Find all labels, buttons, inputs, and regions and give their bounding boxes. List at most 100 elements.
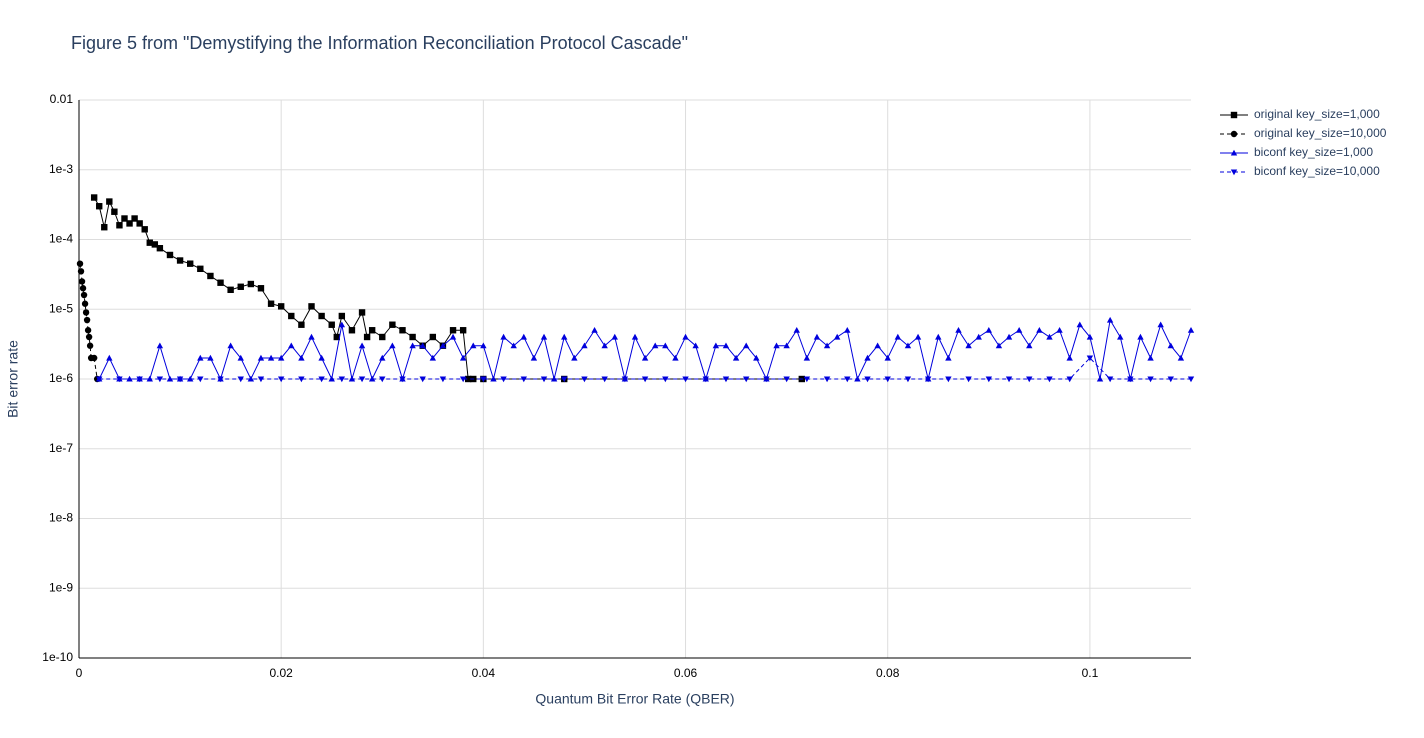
chart-title: Figure 5 from "Demystifying the Informat…: [71, 33, 688, 53]
marker: [86, 342, 94, 349]
marker: [803, 354, 811, 361]
marker: [277, 376, 285, 383]
marker: [1230, 169, 1238, 176]
marker: [571, 354, 578, 361]
marker: [288, 312, 295, 320]
marker: [823, 376, 831, 383]
marker: [379, 333, 386, 341]
marker: [1147, 354, 1154, 361]
marker: [904, 376, 912, 383]
marker: [116, 376, 123, 383]
marker: [348, 327, 356, 334]
marker: [1230, 149, 1238, 156]
marker: [500, 333, 507, 340]
marker: [722, 376, 730, 383]
marker: [111, 208, 118, 215]
marker: [833, 333, 841, 340]
marker: [78, 278, 86, 285]
marker: [126, 220, 133, 227]
marker: [1005, 376, 1013, 383]
marker: [520, 376, 527, 383]
y-axis-title: Bit error rate: [5, 340, 21, 418]
marker: [439, 376, 447, 383]
x-tick-label: 0: [76, 666, 83, 680]
marker: [308, 333, 315, 340]
marker: [773, 342, 780, 349]
marker: [338, 321, 346, 328]
marker: [379, 354, 386, 361]
marker: [1005, 333, 1013, 340]
marker: [1036, 327, 1043, 333]
marker: [136, 376, 143, 383]
marker: [217, 376, 224, 383]
marker: [500, 376, 507, 383]
marker: [247, 375, 255, 382]
marker: [1096, 375, 1104, 382]
marker: [237, 283, 244, 290]
marker: [955, 327, 962, 333]
marker: [338, 376, 346, 383]
marker: [692, 342, 699, 349]
marker: [985, 327, 993, 333]
marker: [217, 279, 224, 286]
marker: [1167, 342, 1174, 349]
marker: [480, 376, 487, 383]
series-line: [99, 357, 1191, 380]
marker: [1167, 376, 1174, 383]
y-tick-label: 1e-5: [49, 301, 73, 315]
marker: [884, 376, 891, 383]
marker: [82, 309, 90, 316]
marker: [131, 215, 138, 222]
marker: [257, 354, 265, 361]
marker: [1015, 327, 1023, 333]
marker: [1157, 321, 1164, 328]
marker: [712, 342, 720, 349]
marker: [581, 376, 588, 383]
marker: [298, 321, 305, 328]
marker: [267, 354, 275, 361]
marker: [368, 375, 376, 382]
marker: [76, 260, 84, 267]
marker: [561, 376, 568, 383]
marker: [459, 327, 467, 334]
marker: [257, 376, 265, 383]
marker: [945, 376, 952, 383]
marker: [743, 342, 750, 349]
marker: [106, 354, 113, 361]
marker: [641, 354, 649, 361]
marker: [924, 376, 932, 383]
marker: [409, 333, 416, 341]
marker: [333, 333, 340, 341]
marker: [904, 342, 912, 349]
marker: [84, 327, 92, 334]
marker: [1086, 333, 1094, 340]
marker: [581, 342, 588, 349]
marker: [358, 376, 366, 383]
marker: [763, 376, 770, 383]
marker: [935, 333, 942, 340]
marker: [197, 376, 204, 383]
marker: [358, 342, 366, 349]
marker: [247, 280, 255, 288]
marker: [237, 376, 244, 383]
y-tick-label: 1e-6: [49, 371, 73, 385]
marker: [207, 354, 214, 361]
marker: [459, 376, 467, 383]
x-tick-label: 0.06: [674, 666, 698, 680]
y-tick-label: 0.01: [50, 92, 74, 106]
marker: [116, 222, 123, 229]
marker: [85, 333, 93, 341]
marker: [1230, 130, 1238, 138]
marker: [783, 342, 790, 349]
marker: [237, 354, 244, 361]
y-tick-label: 1e-7: [49, 441, 73, 455]
marker: [722, 342, 730, 349]
marker: [1106, 376, 1114, 383]
marker: [652, 342, 659, 349]
series-line: [98, 318, 1192, 381]
marker: [227, 342, 234, 349]
marker: [166, 251, 174, 259]
marker: [1086, 355, 1094, 362]
marker: [783, 376, 790, 383]
marker: [1076, 321, 1083, 328]
